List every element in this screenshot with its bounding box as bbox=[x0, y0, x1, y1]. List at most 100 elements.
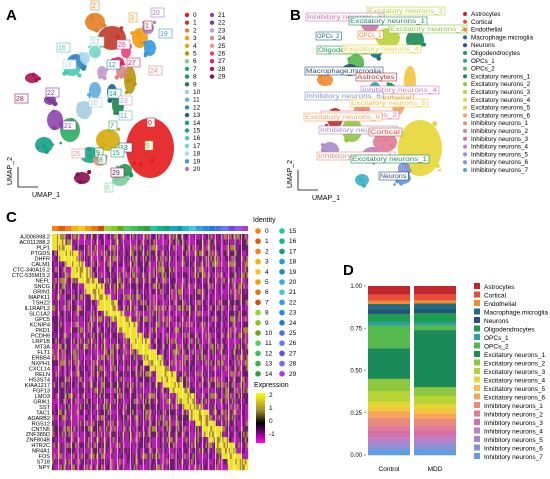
umap-point bbox=[52, 101, 58, 107]
heatmap-cell bbox=[86, 294, 89, 301]
heatmap-cell bbox=[234, 365, 237, 372]
heatmap-cell bbox=[236, 294, 239, 301]
heatmap-cell bbox=[233, 338, 236, 344]
heatmap-cell bbox=[122, 332, 125, 339]
heatmap-cell bbox=[169, 371, 172, 377]
heatmap-cell bbox=[99, 283, 102, 290]
heatmap-cell bbox=[101, 266, 103, 273]
heatmap-cell bbox=[218, 327, 221, 333]
heatmap-cell bbox=[246, 305, 249, 312]
heatmap-cell bbox=[218, 431, 221, 438]
heatmap-cell bbox=[107, 398, 110, 405]
heatmap-cell bbox=[205, 277, 208, 284]
heatmap-cell bbox=[136, 299, 139, 306]
heatmap-cell bbox=[66, 244, 69, 251]
heatmap-cell bbox=[92, 327, 95, 333]
heatmap-cell bbox=[226, 239, 229, 246]
heatmap-cell bbox=[172, 255, 175, 262]
heatmap-cell bbox=[79, 299, 82, 306]
heatmap-cell bbox=[234, 431, 237, 438]
heatmap-cell bbox=[117, 239, 120, 246]
heatmap-cell bbox=[133, 277, 136, 284]
heatmap-cell bbox=[96, 365, 98, 372]
heatmap-cell bbox=[115, 387, 118, 394]
heatmap-cell bbox=[171, 266, 174, 273]
heatmap-cell bbox=[97, 234, 100, 240]
heatmap-cell bbox=[197, 234, 200, 240]
heatmap-cell bbox=[96, 310, 98, 317]
heatmap-cell bbox=[78, 239, 80, 246]
heatmap-cell bbox=[150, 239, 152, 246]
heatmap-cell bbox=[120, 343, 123, 350]
heatmap-cell bbox=[243, 349, 245, 355]
heatmap-cell bbox=[236, 272, 239, 279]
identity-bar-cell bbox=[117, 226, 124, 231]
heatmap-cell bbox=[58, 393, 61, 399]
heatmap-cell bbox=[117, 431, 120, 438]
heatmap-cell bbox=[148, 255, 151, 262]
heatmap-cell bbox=[65, 371, 67, 377]
heatmap-cell bbox=[233, 354, 236, 361]
heatmap-cell bbox=[117, 244, 120, 251]
heatmap-cell bbox=[187, 349, 190, 355]
heatmap-cell bbox=[187, 354, 190, 361]
heatmap-cell bbox=[107, 426, 110, 432]
umap-point bbox=[347, 57, 352, 62]
heatmap-cell bbox=[243, 415, 245, 421]
heatmap-cell bbox=[87, 398, 90, 405]
heatmap-cell bbox=[132, 431, 134, 438]
heatmap-cell bbox=[61, 415, 64, 421]
heatmap-cell bbox=[200, 316, 203, 323]
heatmap-cell bbox=[125, 250, 128, 257]
heatmap-cell bbox=[166, 343, 169, 350]
heatmap-cell bbox=[138, 305, 141, 312]
heatmap-cell bbox=[205, 266, 208, 273]
heatmap-cell bbox=[151, 415, 154, 421]
heatmap-cell bbox=[213, 420, 216, 427]
heatmap-cell bbox=[107, 431, 110, 438]
heatmap-cell bbox=[192, 349, 195, 355]
heatmap-cell bbox=[182, 299, 185, 306]
heatmap-cell bbox=[158, 310, 160, 317]
heatmap-cell bbox=[239, 393, 242, 399]
heatmap-cell bbox=[171, 310, 174, 317]
heatmap-cell bbox=[200, 244, 203, 251]
heatmap-cell bbox=[52, 382, 54, 388]
heatmap-cell bbox=[115, 255, 118, 262]
heatmap-cell bbox=[86, 398, 89, 405]
heatmap-cell bbox=[177, 288, 180, 295]
heatmap-cell bbox=[190, 261, 193, 268]
heatmap-cell bbox=[86, 234, 89, 240]
heatmap-cell bbox=[65, 360, 67, 366]
heatmap-cell bbox=[239, 321, 242, 328]
heatmap-cell bbox=[184, 255, 187, 262]
heatmap-cell bbox=[166, 261, 169, 268]
heatmap-cell bbox=[203, 266, 206, 273]
heatmap-cell bbox=[141, 332, 144, 339]
heatmap-cell bbox=[63, 310, 66, 317]
heatmap-cell bbox=[223, 266, 226, 273]
heatmap-cell bbox=[58, 294, 61, 301]
heatmap-cell bbox=[163, 310, 165, 317]
heatmap-cell bbox=[94, 437, 97, 443]
heatmap-cell bbox=[202, 409, 205, 416]
heatmap-cell bbox=[109, 316, 111, 323]
heatmap-cell bbox=[76, 261, 79, 268]
heatmap-cell bbox=[69, 393, 72, 399]
heatmap-cell bbox=[234, 360, 237, 366]
heatmap-cell bbox=[84, 387, 87, 394]
heatmap-cell bbox=[231, 283, 234, 290]
heatmap-cell bbox=[244, 382, 247, 388]
heatmap-cell bbox=[73, 283, 76, 290]
heatmap-cell bbox=[68, 365, 71, 372]
identity-bar-cell bbox=[52, 226, 59, 231]
heatmap-cell bbox=[71, 349, 74, 355]
heatmap-cell bbox=[197, 338, 200, 344]
heatmap-cell bbox=[181, 277, 183, 284]
heatmap-cell bbox=[135, 360, 138, 366]
heatmap-cell bbox=[156, 239, 159, 246]
heatmap-cell bbox=[58, 255, 61, 262]
heatmap-cell bbox=[76, 316, 79, 323]
heatmap-cell bbox=[169, 332, 172, 339]
heatmap-cell bbox=[153, 316, 156, 323]
